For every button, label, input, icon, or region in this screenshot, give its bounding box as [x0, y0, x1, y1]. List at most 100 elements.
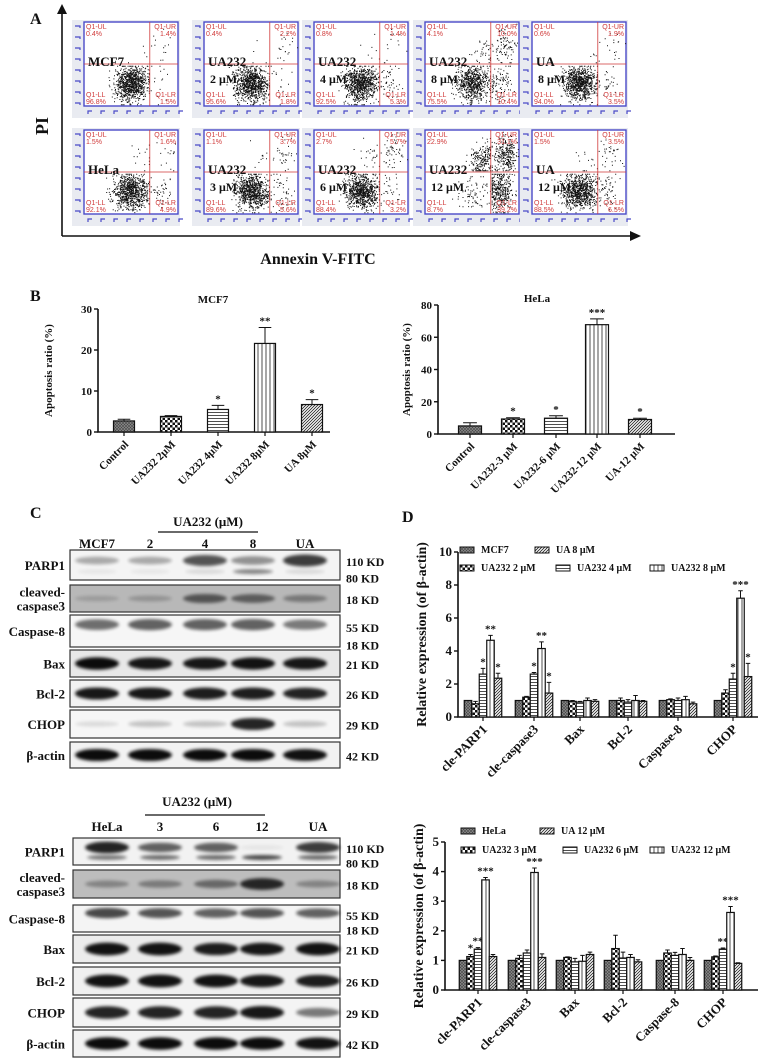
protein-band	[194, 842, 238, 853]
significance-marker: *	[495, 661, 501, 673]
error-bar	[517, 954, 522, 959]
legend-item: UA232 4 μM	[555, 563, 632, 574]
axis-tick	[139, 110, 144, 114]
axis-tick	[416, 188, 422, 191]
axis-tick	[75, 210, 81, 213]
axis-tick	[195, 91, 201, 94]
quadrant-percent-ul: 0.4%	[206, 31, 222, 38]
quadrant-percent-ll: 88.4%	[316, 207, 336, 214]
quadrant-percent-ur: 1.4%	[390, 31, 406, 38]
axis-tick	[75, 36, 81, 39]
quadrant-name-ll: Q1-LL	[316, 200, 336, 207]
axis-tick	[480, 218, 485, 222]
protein-label: caspase3	[17, 599, 66, 614]
quadrant-percent-ur: 1.4%	[160, 31, 176, 38]
axis-tick	[285, 218, 290, 222]
error-bar	[473, 700, 478, 704]
quadrant-name-lr: Q1-LR	[275, 200, 296, 207]
axis-tick	[395, 218, 400, 222]
bar	[537, 647, 546, 718]
quadrant-percent-lr: 10.4%	[497, 99, 517, 106]
sample-label: UA232	[208, 162, 246, 177]
axis-tick	[75, 199, 81, 202]
significance-marker: ***	[477, 866, 494, 878]
x-tick-label: Bax	[561, 721, 587, 747]
bar	[544, 692, 554, 718]
axis-tick	[152, 110, 157, 114]
sample-label: UA232	[318, 54, 356, 69]
significance-marker: *	[546, 670, 552, 682]
sample-label: UA	[536, 162, 555, 177]
axis-tick	[416, 36, 422, 39]
quadrant-gates	[532, 130, 626, 214]
quadrant-name-lr: Q1-LR	[496, 92, 517, 99]
error-bar	[680, 948, 685, 955]
significance-marker: *	[468, 942, 474, 954]
quadrant-percent-ur: 31.1%	[497, 139, 517, 146]
quadrant-gates	[204, 130, 298, 214]
axis-tick	[416, 166, 422, 169]
molecular-weight-label: 110 KD	[346, 842, 385, 856]
protein-label: Bcl-2	[36, 687, 65, 702]
protein-band	[296, 942, 340, 956]
legend-swatch	[555, 564, 571, 572]
quadrant-gates	[84, 22, 178, 106]
quadrant-name-ur: Q1-UR	[274, 24, 296, 31]
axis-tick	[523, 91, 529, 94]
quadrant-percent-ll: 89.6%	[206, 207, 226, 214]
scatter-points	[551, 139, 625, 214]
axis-tick	[369, 110, 374, 114]
lane-label: UA	[296, 536, 315, 551]
axis-tick	[305, 69, 311, 72]
quadrant-name-lr: Q1-LR	[496, 200, 517, 207]
quadrant-percent-ll: 75.5%	[427, 99, 447, 106]
protein-band	[85, 1037, 129, 1050]
protein-band	[85, 841, 129, 854]
quadrant-name-lr: Q1-LR	[603, 200, 624, 207]
x-tick-label: cle-caspase3	[483, 721, 542, 780]
axis-tick	[152, 218, 157, 222]
protein-band	[75, 687, 119, 700]
bar	[678, 953, 687, 991]
axis-tick	[165, 110, 170, 114]
axis-tick	[561, 218, 566, 222]
quadrant-name-ul: Q1-UL	[427, 132, 448, 139]
bar	[507, 959, 517, 991]
bar	[666, 699, 675, 718]
error-bar	[587, 951, 593, 955]
significance-marker: ***	[732, 579, 749, 591]
bar	[726, 911, 735, 991]
axis-tick	[195, 80, 201, 83]
axis-tick	[523, 188, 529, 191]
error-bar	[483, 877, 488, 880]
x-tick-label: Bax	[556, 994, 582, 1020]
quadrant-percent-ur: 3.7%	[280, 139, 296, 146]
axis-tick	[600, 218, 605, 222]
protein-band	[128, 687, 172, 700]
axis-tick	[523, 199, 529, 202]
x-tick-label: Control	[97, 439, 131, 473]
molecular-weight-label: 26 KD	[346, 688, 379, 702]
quadrant-percent-lr: 5.6%	[280, 207, 296, 214]
error-bar	[672, 951, 678, 956]
protein-band-lower	[285, 569, 325, 575]
significance-marker: *	[480, 656, 486, 668]
axis-tick	[305, 58, 311, 61]
axis-tick	[75, 177, 81, 180]
axis-tick	[416, 102, 422, 105]
protein-label: Bax	[43, 942, 65, 957]
dose-label: 12 μM	[538, 180, 571, 194]
bar	[718, 948, 728, 991]
axis-tick	[305, 133, 311, 136]
legend-item: UA 12 μM	[539, 826, 606, 837]
lane-label: 12	[256, 819, 269, 834]
axis-tick	[220, 218, 225, 222]
molecular-weight-label: 55 KD	[346, 909, 379, 923]
dose-label: 2 μM	[210, 72, 237, 86]
y-tick-label: 0	[446, 709, 453, 724]
bar	[560, 699, 570, 718]
bar	[570, 961, 580, 991]
